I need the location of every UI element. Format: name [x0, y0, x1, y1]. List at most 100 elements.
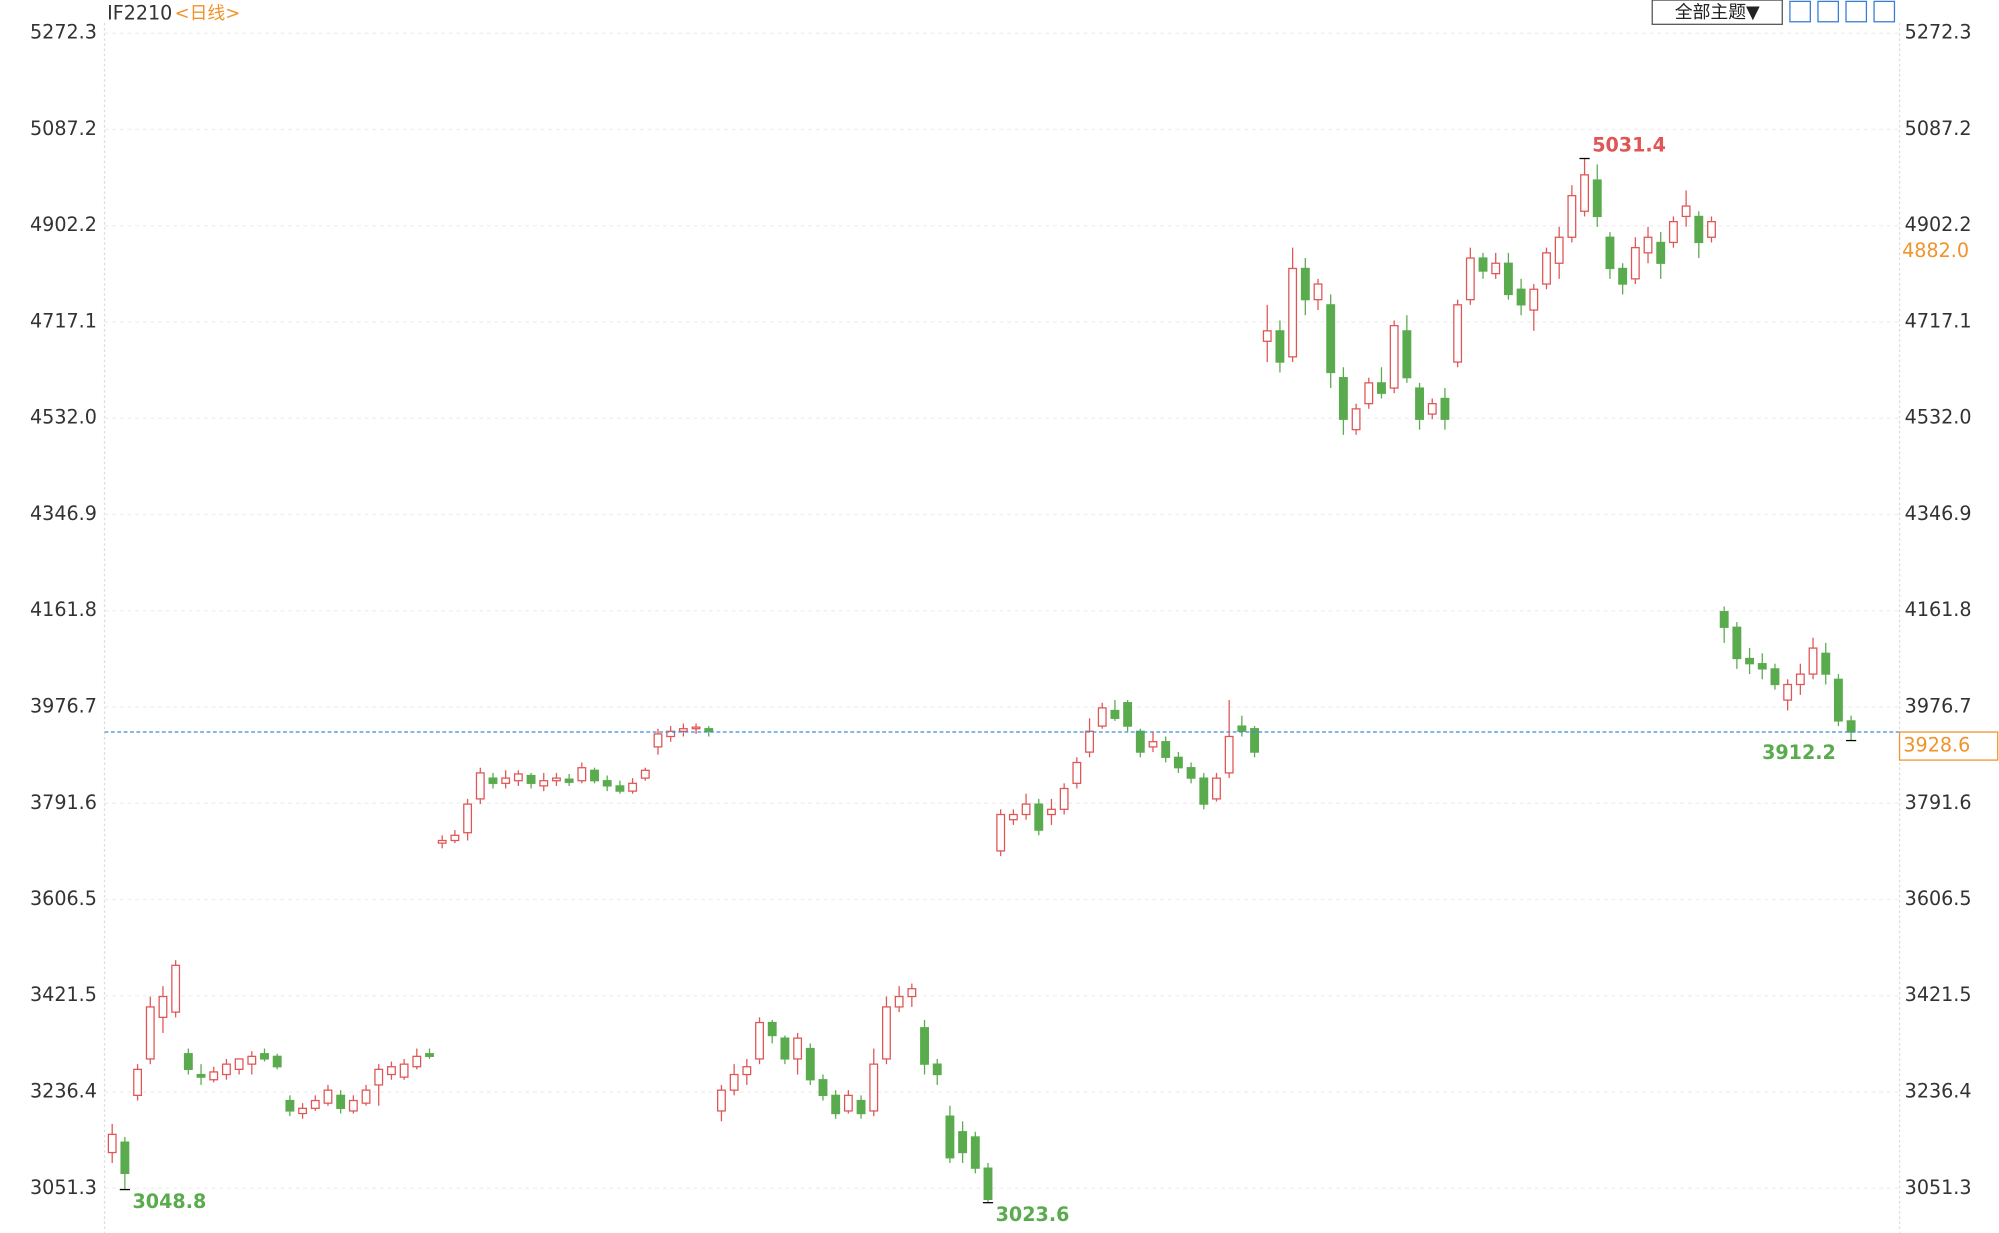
tool-icon[interactable]: [1845, 0, 1868, 23]
candle-body: [1440, 397, 1450, 420]
candle-body: [1338, 377, 1348, 420]
candle-body: [475, 772, 485, 800]
candle-body: [1681, 205, 1691, 218]
candle-body: [501, 777, 511, 784]
candle-body: [1275, 330, 1285, 363]
tool-icon[interactable]: [1817, 0, 1840, 23]
candle-body: [120, 1141, 130, 1174]
candle-body: [704, 728, 714, 732]
candle-body: [196, 1073, 206, 1078]
candle-body: [1021, 803, 1031, 816]
candle-body: [805, 1047, 815, 1081]
candle-body: [602, 780, 612, 787]
tool-icon[interactable]: [1789, 0, 1811, 23]
candle-body: [107, 1133, 117, 1154]
candle-body: [945, 1115, 955, 1159]
candle-body: [1300, 267, 1310, 301]
candle-body: [348, 1099, 358, 1112]
candle-body: [590, 769, 599, 782]
candle-body: [1656, 241, 1666, 264]
y-tick-label-right: 5087.2: [1905, 117, 1972, 140]
candle-body: [1415, 387, 1425, 420]
candle-body: [831, 1094, 841, 1115]
y-tick-label: 3236.4: [30, 1080, 97, 1103]
theme-button-label[interactable]: 全部主题▼: [1675, 2, 1760, 23]
candle-body: [615, 785, 625, 792]
candle-body: [1389, 325, 1399, 389]
candle-body: [310, 1099, 320, 1109]
candle-body: [1085, 730, 1094, 753]
candle-body: [1059, 787, 1069, 810]
y-tick-label-right: 5272.3: [1905, 21, 1972, 44]
tool-icon[interactable]: [1873, 0, 1896, 23]
y-tick-label-right: 3236.4: [1905, 1080, 1972, 1103]
candle-body: [361, 1089, 371, 1104]
candle-body: [374, 1068, 384, 1086]
y-tick-label-right: 4161.8: [1905, 598, 1972, 621]
candle-body: [1745, 657, 1755, 665]
chart-subtitle: <日线>: [175, 3, 241, 24]
candle-body: [843, 1094, 853, 1112]
candle-body: [1732, 626, 1742, 660]
candle-body: [1072, 761, 1082, 784]
candle-body: [1135, 730, 1145, 753]
candle-body: [983, 1167, 993, 1200]
y-tick-label-right: 4532.0: [1905, 406, 1972, 429]
candle-body: [1008, 813, 1018, 821]
candle-body: [970, 1136, 980, 1169]
y-tick-label-right: 3606.5: [1905, 887, 1972, 910]
candle-body: [907, 988, 917, 998]
candle-body: [1377, 382, 1386, 394]
candle-body: [1173, 756, 1183, 769]
candle-body: [1694, 215, 1704, 244]
y-tick-label: 3421.5: [30, 983, 97, 1006]
candle-body: [1465, 257, 1475, 301]
candle-body: [1503, 262, 1513, 296]
candle-body: [260, 1053, 269, 1060]
candle-body: [818, 1079, 828, 1096]
last-price-box: [1898, 731, 1999, 761]
candle-body: [564, 778, 574, 783]
candle-body: [958, 1131, 968, 1154]
high-label: 5031.4: [1592, 133, 1666, 156]
y-tick-label: 4346.9: [30, 502, 97, 525]
candle-body: [1643, 236, 1653, 254]
y-tick-label: 5272.3: [30, 21, 97, 44]
candle-body: [1821, 652, 1831, 675]
candle-body: [1770, 668, 1780, 686]
theme-button[interactable]: [1651, 0, 1783, 25]
candle-body: [729, 1073, 739, 1091]
candle-body: [1199, 777, 1209, 805]
candle-body: [1402, 330, 1412, 379]
y-tick-label: 3791.6: [30, 791, 97, 814]
candle-body: [1034, 803, 1044, 831]
candle-body: [1707, 221, 1716, 238]
y-tick-label-right: 4902.2: [1905, 213, 1972, 236]
candle-body: [755, 1021, 764, 1060]
candle-body: [285, 1099, 295, 1112]
candle-body: [1605, 236, 1615, 270]
candle-body: [425, 1053, 434, 1057]
y-tick-label: 4161.8: [30, 598, 97, 621]
candle-body: [717, 1089, 726, 1112]
candle-body: [1757, 663, 1767, 670]
candle-body: [336, 1094, 346, 1109]
candle-body: [1326, 304, 1336, 374]
candle-body: [780, 1037, 790, 1060]
y-tick-label-right: 4346.9: [1905, 502, 1972, 525]
candle-body: [1351, 408, 1361, 431]
candle-body: [1212, 777, 1221, 800]
candle-body: [577, 767, 587, 782]
candle-body: [678, 728, 688, 732]
candle-body: [1719, 611, 1729, 628]
candle-body: [1186, 767, 1196, 779]
candle-body: [1478, 257, 1488, 272]
candle-body: [1250, 728, 1259, 753]
candle-body: [1161, 741, 1171, 758]
candle-body: [158, 995, 168, 1018]
candle-body: [412, 1055, 422, 1068]
y-tick-label-right: 4717.1: [1905, 309, 1972, 332]
candle-body: [526, 774, 536, 784]
candle-body: [1427, 403, 1437, 415]
candle-body: [920, 1027, 929, 1065]
